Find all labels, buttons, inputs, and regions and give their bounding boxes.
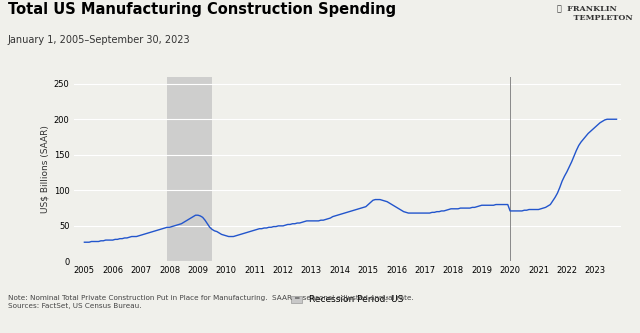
Text: Ⓕ  FRANKLIN
      TEMPLETON: Ⓕ FRANKLIN TEMPLETON [557,5,632,22]
Bar [167,77,212,261]
Text: Total US Manufacturing Construction Spending: Total US Manufacturing Construction Spen… [8,2,396,17]
Text: January 1, 2005–September 30, 2023: January 1, 2005–September 30, 2023 [8,35,190,45]
Text: Note: Nominal Total Private Construction Put in Place for Manufacturing.  SAAR =: Note: Nominal Total Private Construction… [8,295,413,309]
Y-axis label: US$ Billions (SAAR): US$ Billions (SAAR) [40,125,49,213]
Legend: Recession Period: US: Recession Period: US [291,295,403,304]
